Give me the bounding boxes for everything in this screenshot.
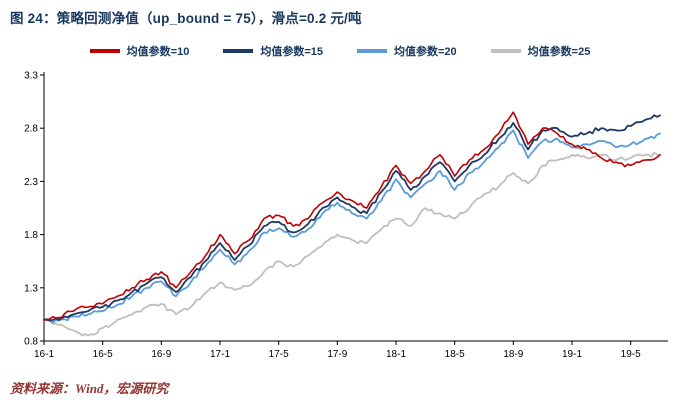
legend-item-4: 均值参数=25 [490, 43, 591, 59]
svg-text:1.3: 1.3 [24, 283, 38, 294]
source-note: 资料来源：Wind，宏源研究 [10, 381, 169, 396]
chart-area: 0.8 1.3 1.8 2.3 2.8 3.3 16-1 16-5 16-9 17-1 17-5 17… [10, 67, 670, 372]
legend-label: 均值参数=25 [527, 46, 591, 58]
legend-label: 均值参数=15 [260, 46, 323, 58]
svg-text:2.8: 2.8 [24, 124, 38, 135]
svg-text:3.3: 3.3 [24, 71, 38, 82]
svg-text:0.8: 0.8 [24, 337, 38, 348]
legend-swatch [357, 49, 387, 53]
legend-swatch [89, 49, 120, 53]
figure-title: 图 24：策略回测净值（up_bound = 75），滑点=0.2 元/吨 [10, 11, 362, 26]
legend-label: 均值参数=10 [126, 46, 190, 58]
svg-text:1.8: 1.8 [24, 230, 38, 241]
svg-text:16-1: 16-1 [34, 349, 54, 360]
svg-text:16-9: 16-9 [151, 349, 171, 360]
svg-text:16-5: 16-5 [93, 349, 113, 360]
svg-text:17-9: 17-9 [327, 349, 347, 360]
legend-label: 均值参数=20 [394, 46, 457, 58]
svg-text:18-9: 18-9 [503, 349, 523, 360]
svg-text:18-1: 18-1 [386, 349, 406, 360]
chart-legend: 均值参数=10 均值参数=15 均值参数=20 均值参数=25 [10, 43, 670, 59]
legend-item-3: 均值参数=20 [357, 43, 457, 59]
legend-item-1: 均值参数=10 [89, 43, 190, 59]
svg-text:18-5: 18-5 [445, 349, 465, 360]
chart-canvas: 0.8 1.3 1.8 2.3 2.8 3.3 16-1 16-5 16-9 17-1 17-5 17… [24, 71, 668, 360]
svg-text:2.3: 2.3 [24, 177, 38, 188]
svg-text:19-5: 19-5 [621, 349, 641, 360]
legend-swatch [223, 49, 254, 53]
legend-swatch [490, 49, 521, 53]
svg-text:17-1: 17-1 [210, 349, 230, 360]
svg-text:17-5: 17-5 [269, 349, 289, 360]
legend-item-2: 均值参数=15 [223, 43, 323, 59]
svg-text:19-1: 19-1 [562, 349, 582, 360]
